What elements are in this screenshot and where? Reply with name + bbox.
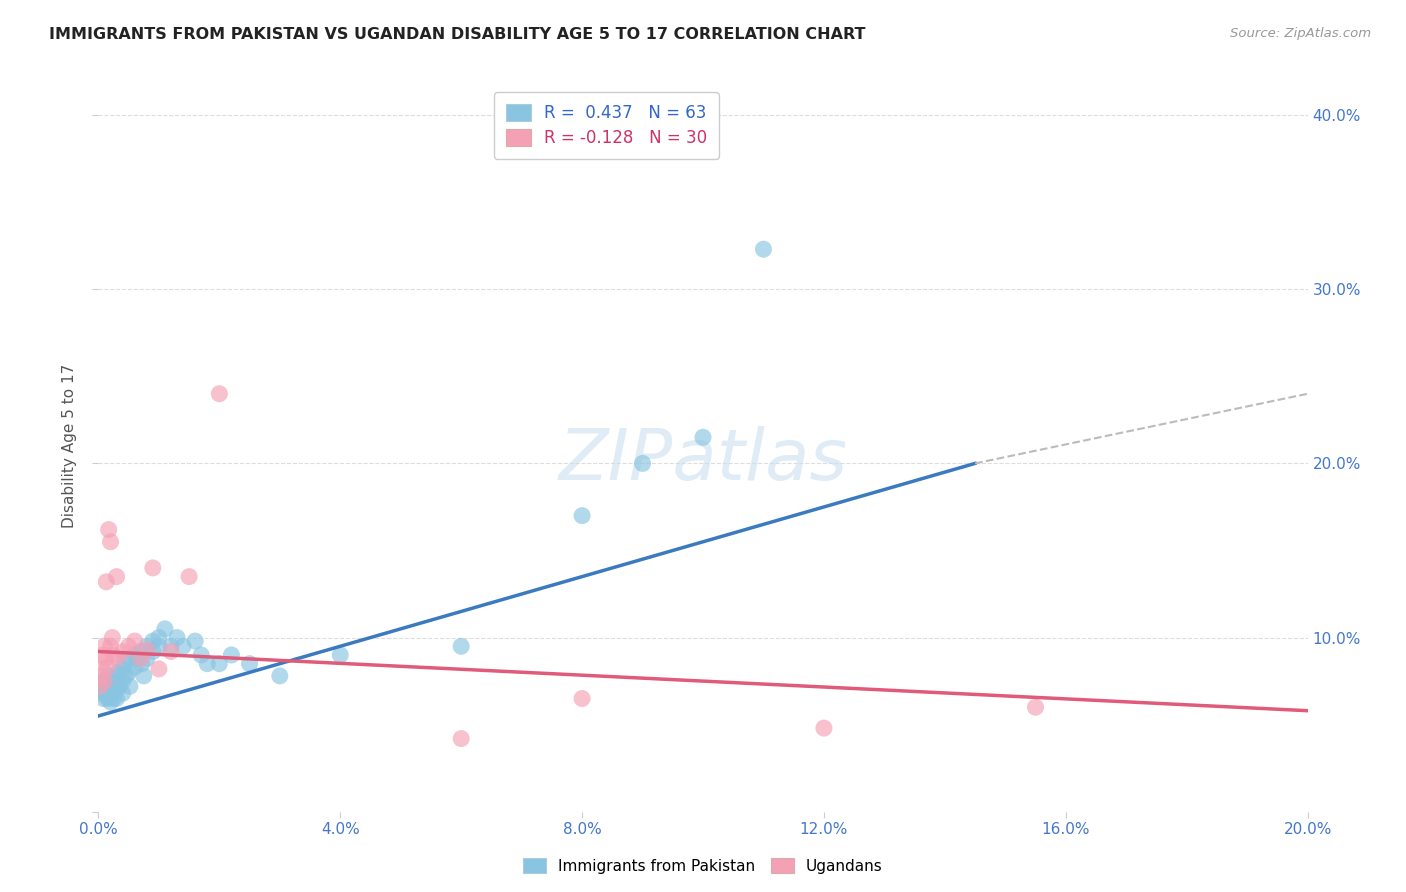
Point — [101, 674, 124, 689]
Point — [100, 534, 122, 549]
Point — [100, 682, 122, 697]
Point — [142, 561, 165, 575]
Point — [96, 674, 118, 689]
Point — [111, 686, 134, 700]
Point — [98, 676, 121, 690]
Point — [160, 644, 183, 658]
Point — [132, 669, 155, 683]
Text: IMMIGRANTS FROM PAKISTAN VS UGANDAN DISABILITY AGE 5 TO 17 CORRELATION CHART: IMMIGRANTS FROM PAKISTAN VS UGANDAN DISA… — [49, 27, 866, 42]
Point — [118, 640, 141, 654]
Point — [96, 660, 118, 674]
Point — [94, 651, 117, 665]
Point — [91, 662, 114, 676]
Point — [94, 686, 117, 700]
Point — [148, 640, 170, 654]
Legend: R =  0.437   N = 63, R = -0.128   N = 30: R = 0.437 N = 63, R = -0.128 N = 30 — [494, 92, 718, 159]
Point — [142, 644, 165, 658]
Point — [101, 631, 124, 645]
Point — [160, 640, 183, 654]
Point — [131, 657, 153, 671]
Point — [153, 622, 176, 636]
Point — [135, 640, 157, 654]
Point — [118, 665, 141, 680]
Point — [148, 631, 170, 645]
Point — [100, 695, 122, 709]
Point — [124, 660, 146, 674]
Point — [107, 665, 129, 680]
Text: Source: ZipAtlas.com: Source: ZipAtlas.com — [1230, 27, 1371, 40]
Point — [692, 430, 714, 444]
Point — [127, 651, 149, 665]
Point — [105, 569, 128, 583]
Point — [450, 640, 472, 654]
Point — [450, 731, 472, 746]
Point — [96, 574, 118, 589]
Point — [97, 523, 120, 537]
Point — [98, 686, 121, 700]
Point — [91, 691, 114, 706]
Point — [105, 682, 128, 697]
Point — [148, 662, 170, 676]
Point — [97, 669, 120, 683]
Point — [103, 691, 125, 706]
Point — [208, 657, 231, 671]
Point — [96, 691, 118, 706]
Point — [118, 651, 141, 665]
Point — [108, 679, 131, 693]
Point — [107, 676, 129, 690]
Point — [124, 648, 146, 662]
Point — [111, 662, 134, 676]
Point — [105, 651, 128, 665]
Point — [90, 669, 112, 683]
Point — [100, 677, 122, 691]
Point — [752, 242, 775, 256]
Point — [89, 679, 111, 693]
Point — [813, 721, 835, 735]
Point — [103, 679, 125, 693]
Point — [631, 457, 654, 471]
Point — [269, 669, 291, 683]
Point — [91, 679, 114, 693]
Point — [571, 508, 593, 523]
Point — [135, 651, 157, 665]
Point — [179, 569, 201, 583]
Point — [90, 686, 112, 700]
Point — [96, 679, 118, 693]
Point — [142, 634, 165, 648]
Y-axis label: Disability Age 5 to 17: Disability Age 5 to 17 — [62, 364, 77, 528]
Point — [118, 679, 141, 693]
Point — [100, 640, 122, 654]
Point — [184, 634, 207, 648]
Point — [105, 669, 128, 683]
Point — [114, 669, 136, 683]
Text: ZIPatlas: ZIPatlas — [558, 426, 848, 495]
Point — [93, 674, 115, 689]
Point — [221, 648, 243, 662]
Point — [100, 686, 122, 700]
Point — [1024, 700, 1046, 714]
Point — [91, 648, 114, 662]
Point — [329, 648, 352, 662]
Point — [571, 691, 593, 706]
Point — [172, 640, 194, 654]
Point — [112, 657, 135, 671]
Point — [103, 648, 125, 662]
Point — [93, 640, 115, 654]
Point — [93, 682, 115, 697]
Point — [208, 386, 231, 401]
Point — [129, 651, 152, 665]
Point — [111, 644, 134, 658]
Legend: Immigrants from Pakistan, Ugandans: Immigrants from Pakistan, Ugandans — [517, 852, 889, 880]
Point — [190, 648, 212, 662]
Point — [166, 631, 188, 645]
Point — [111, 674, 134, 689]
Point — [239, 657, 262, 671]
Point — [124, 634, 146, 648]
Point — [135, 642, 157, 657]
Point — [97, 682, 120, 697]
Point — [93, 674, 115, 689]
Point — [129, 644, 152, 658]
Point — [105, 691, 128, 706]
Point — [195, 657, 218, 671]
